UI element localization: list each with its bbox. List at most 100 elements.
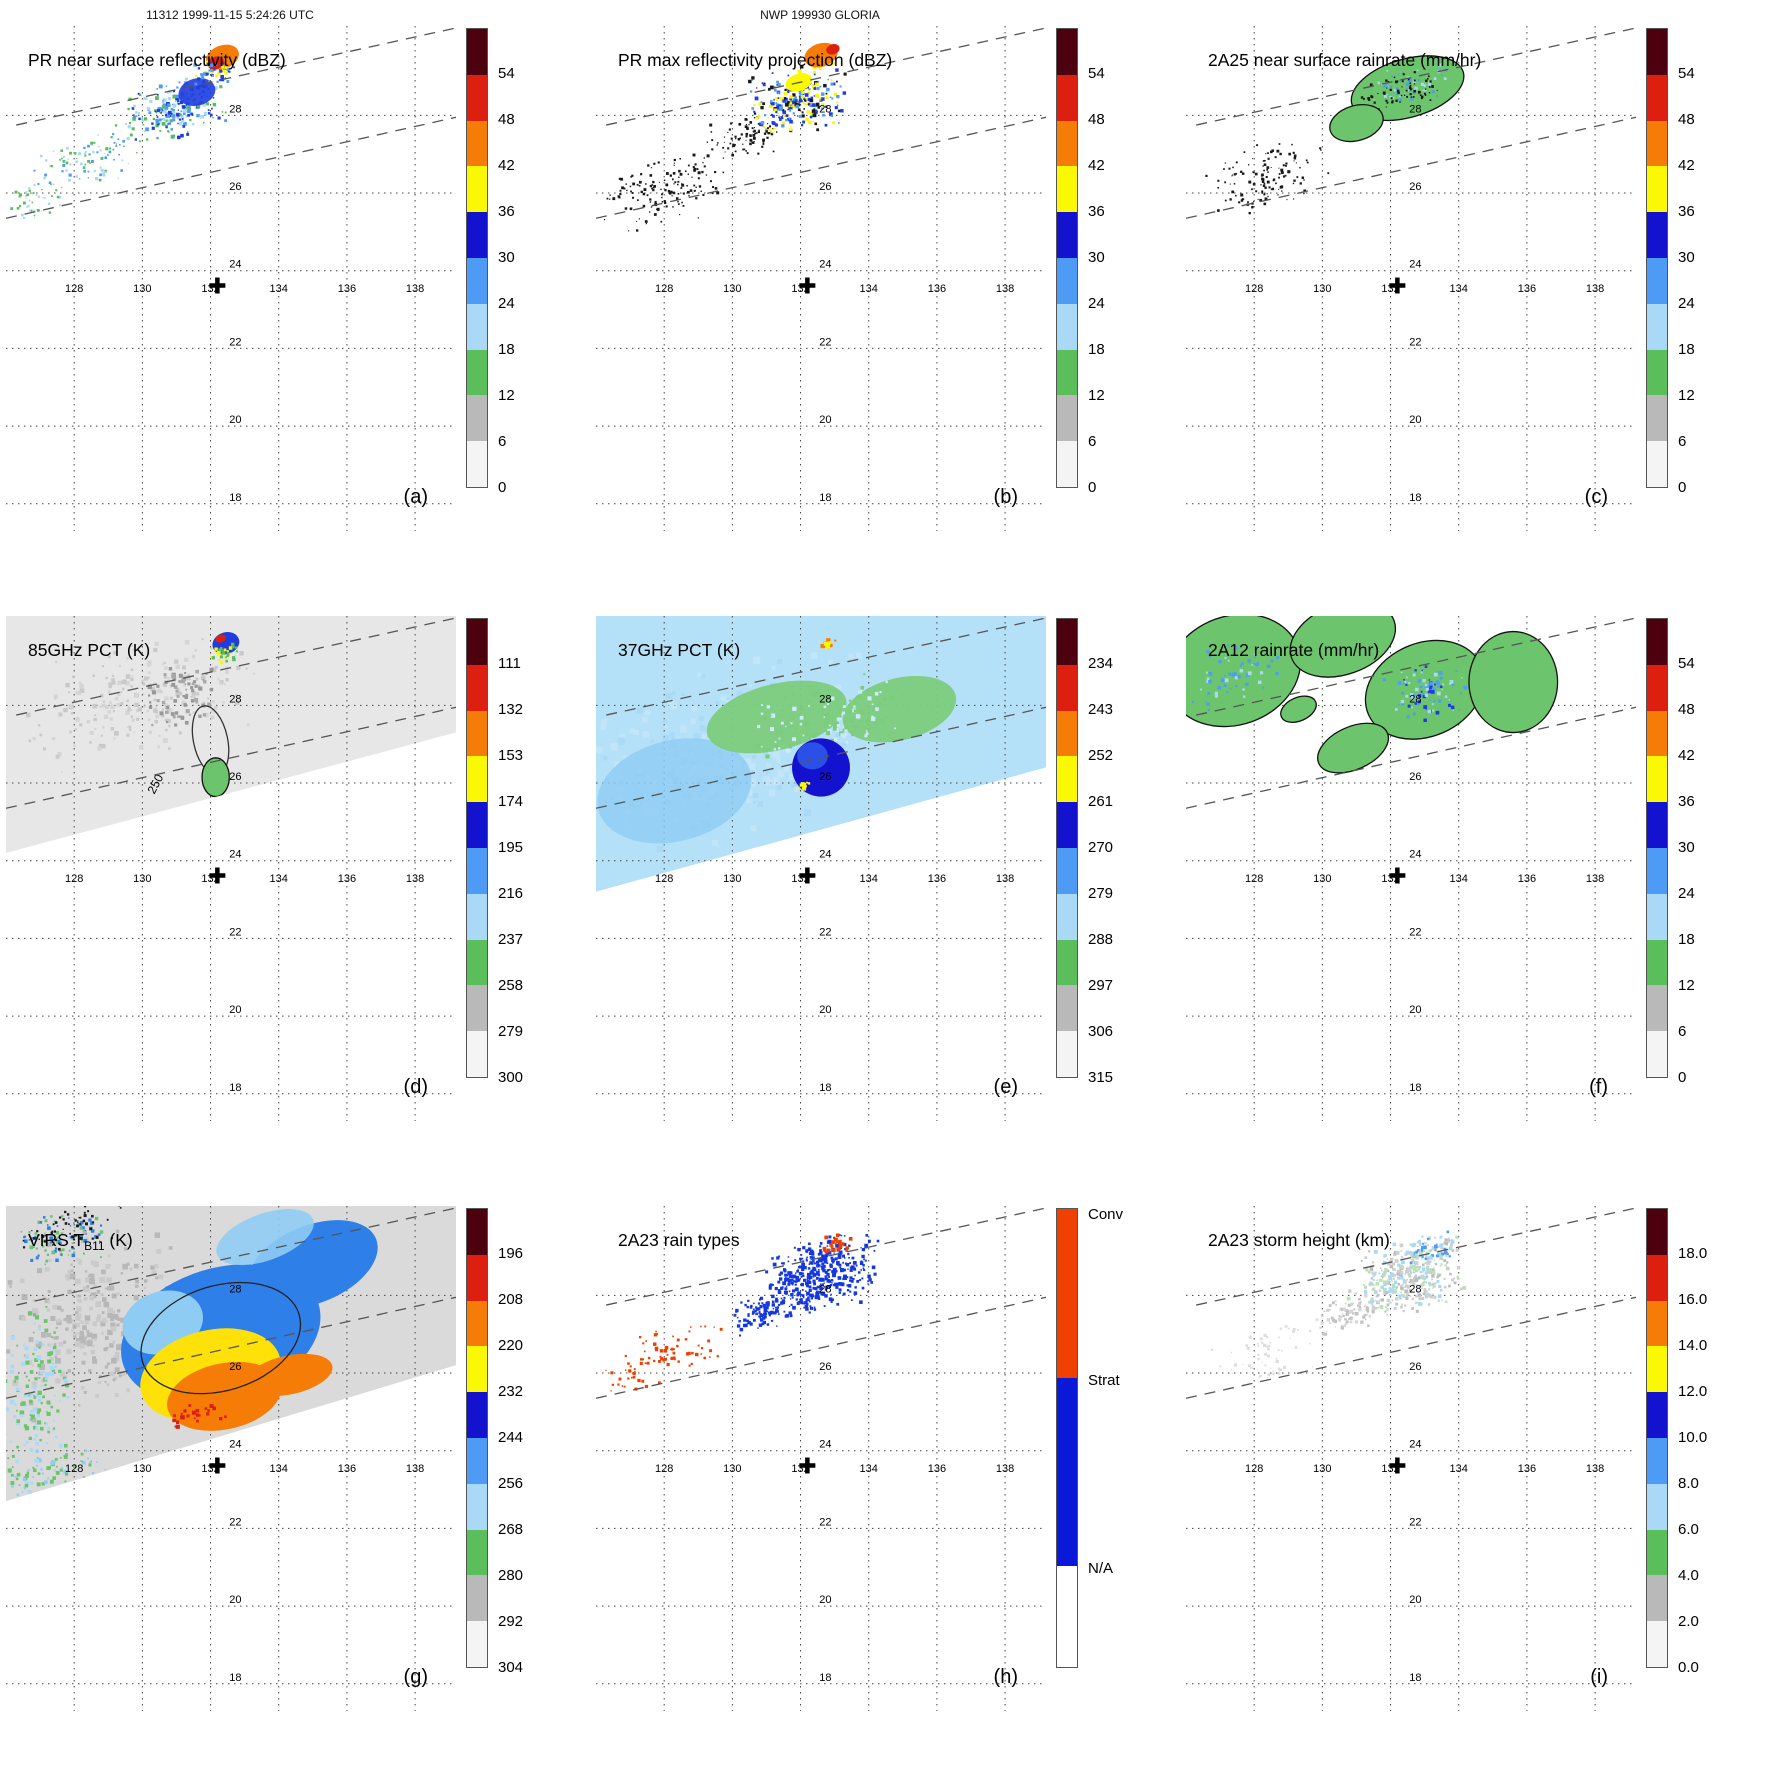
lon-tick-label: 130 xyxy=(1313,283,1331,295)
map-gridlines xyxy=(596,1206,1046,1711)
colorbar-tick-label: 315 xyxy=(1088,1069,1114,1086)
colorbar-tick-label: 6.0 xyxy=(1678,1521,1699,1538)
colorbar-segment xyxy=(467,664,487,711)
lat-tick-label: 18 xyxy=(229,492,241,504)
lat-tick-label: 26 xyxy=(819,1361,831,1373)
speckle-field xyxy=(748,60,847,142)
colorbar-tick-label: 208 xyxy=(498,1291,524,1308)
colorbar-tick-label: 6 xyxy=(1678,433,1687,450)
panel-letter-label: (f) xyxy=(1589,1076,1608,1098)
lon-tick-label: 138 xyxy=(996,1463,1014,1475)
colorbar-tick-label: 270 xyxy=(1088,839,1114,856)
speckle-field xyxy=(33,123,159,197)
lon-tick-label: 136 xyxy=(928,283,946,295)
lon-tick-label: 138 xyxy=(406,283,424,295)
colorbar-segment xyxy=(467,1529,487,1576)
lon-tick-label: 138 xyxy=(996,283,1014,295)
lat-tick-label: 24 xyxy=(819,259,831,271)
colorbar-segment xyxy=(467,349,487,396)
colorbar-tick-label: 48 xyxy=(498,111,515,128)
colorbar-tick-label: 36 xyxy=(498,203,515,220)
storm-center-cross-marker xyxy=(799,867,816,884)
lat-tick-label: 20 xyxy=(1409,1004,1421,1016)
lon-tick-label: 134 xyxy=(860,1463,878,1475)
colorbar-segment xyxy=(1647,985,1667,1032)
lat-tick-label: 18 xyxy=(819,492,831,504)
storm-center-cross-marker xyxy=(1389,867,1406,884)
field-blob xyxy=(826,44,840,55)
pr-swath-edge-lines xyxy=(596,617,1046,809)
colorbar-segment xyxy=(1647,166,1667,213)
panel-h: 128 130 132 134 136 138 18 20 22 24 26 28 2A23 rain … xyxy=(590,1180,1180,1770)
colorbar-tick-label: 216 xyxy=(498,885,524,902)
colorbar-segment xyxy=(1647,1031,1667,1077)
colorbar-strip xyxy=(1646,1208,1668,1668)
lon-tick-label: 134 xyxy=(860,873,878,885)
lat-tick-label: 26 xyxy=(819,181,831,193)
speckle-field xyxy=(1346,1235,1467,1316)
colorbar-tick-label: 195 xyxy=(498,839,524,856)
lon-tick-label: 136 xyxy=(338,873,356,885)
panel-b: 128 130 132 134 136 138 18 20 22 24 26 28 PR max ref… xyxy=(590,0,1180,590)
panel-title: 2A23 rain types xyxy=(618,1230,740,1250)
colorbar-d: 111 132 153 174 195 216 237 258 279 300 xyxy=(466,618,586,1086)
colorbar-segment xyxy=(1057,349,1077,396)
colorbar-i: 18.0 16.0 14.0 12.0 10.0 8.0 6.0 4.0 2.0 0.0 xyxy=(1646,1208,1766,1676)
lon-tick-label: 128 xyxy=(1245,1463,1263,1475)
lon-tick-label: 134 xyxy=(1450,873,1468,885)
colorbar-tick-label: 0 xyxy=(1678,1069,1687,1086)
colorbar-tick-label: 153 xyxy=(498,747,524,764)
pr-swath-edge-lines xyxy=(596,27,1046,219)
storm-center-cross-marker xyxy=(209,1457,226,1474)
lat-tick-label: 28 xyxy=(229,1283,241,1295)
lat-tick-label: 24 xyxy=(819,849,831,861)
lon-tick-label: 138 xyxy=(996,873,1014,885)
panel-letter-label: (h) xyxy=(994,1666,1018,1688)
colorbar-segment xyxy=(1647,939,1667,986)
colorbar-strip xyxy=(1056,1208,1078,1668)
panel-letter-label: (c) xyxy=(1585,486,1608,508)
colorbar-tick-label: 54 xyxy=(1678,655,1695,672)
lon-tick-label: 138 xyxy=(406,873,424,885)
panel-g: 128 130 132 134 136 138 18 20 22 24 26 28 VIRS TB11 … xyxy=(0,1180,590,1770)
speckle-field xyxy=(822,1233,853,1254)
colorbar-tick-label: 237 xyxy=(498,931,524,948)
colorbar-e: 234 243 252 261 270 279 288 297 306 315 xyxy=(1056,618,1176,1086)
lon-tick-label: 138 xyxy=(1586,283,1604,295)
lon-tick-label: 130 xyxy=(723,283,741,295)
colorbar-segment xyxy=(467,756,487,803)
colorbar-segment xyxy=(1647,1529,1667,1576)
colorbar-segment xyxy=(1057,1378,1077,1567)
lat-tick-label: 26 xyxy=(1409,771,1421,783)
map-data-features xyxy=(603,42,847,232)
colorbar-tick-label: 36 xyxy=(1678,793,1695,810)
lat-tick-label: 22 xyxy=(229,1516,241,1528)
speckle-field xyxy=(6,1305,70,1494)
lon-tick-label: 128 xyxy=(1245,283,1263,295)
lat-tick-label: 26 xyxy=(819,771,831,783)
colorbar-segment xyxy=(467,710,487,757)
lat-tick-label: 18 xyxy=(819,1672,831,1684)
colorbar-segment xyxy=(467,29,487,75)
panel-title: 37GHz PCT (K) xyxy=(618,640,740,660)
colorbar-strip xyxy=(466,618,488,1078)
lon-tick-label: 130 xyxy=(133,873,151,885)
colorbar-tick-label: 6 xyxy=(1088,433,1097,450)
colorbar-strip xyxy=(1056,28,1078,488)
colorbar-tick-label: 30 xyxy=(1088,249,1105,266)
colorbar-tick-label: 18 xyxy=(1678,931,1695,948)
lat-tick-label: 22 xyxy=(229,926,241,938)
map-data-features xyxy=(605,1233,880,1392)
colorbar-g: 196 208 220 232 244 256 268 280 292 304 xyxy=(466,1208,586,1676)
lon-tick-label: 136 xyxy=(338,1463,356,1475)
colorbar-tick-label: 12.0 xyxy=(1678,1383,1708,1400)
pr-swath-edge-lines xyxy=(6,1207,456,1399)
map-background-fields xyxy=(6,616,456,853)
lat-tick-label: 24 xyxy=(229,849,241,861)
panel-title: 2A25 near surface rainrate (mm/hr) xyxy=(1208,50,1481,70)
map-data-features: 250 xyxy=(25,632,256,798)
field-blob xyxy=(178,78,216,107)
